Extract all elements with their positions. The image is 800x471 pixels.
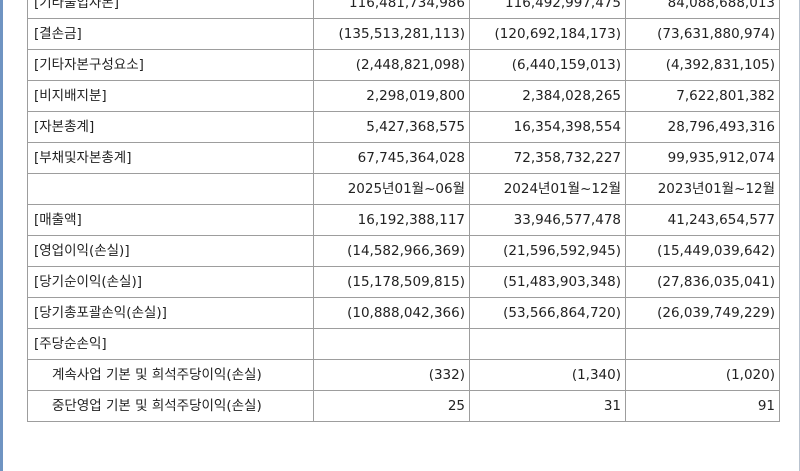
value-2025: 16,192,388,117 <box>313 204 470 236</box>
value-2024: (21,596,592,945) <box>469 235 626 267</box>
value-2025: (10,888,042,366) <box>313 297 470 329</box>
value-2023: (15,449,039,642) <box>625 235 780 267</box>
row-label <box>27 173 314 205</box>
table-row: [주당순손익] <box>27 328 780 360</box>
table-row: [영업이익(손실)] (14,582,966,369) (21,596,592,… <box>27 235 780 267</box>
value-2024: (53,566,864,720) <box>469 297 626 329</box>
table-row: [매출액] 16,192,388,117 33,946,577,478 41,2… <box>27 204 780 236</box>
value-2024: 72,358,732,227 <box>469 142 626 174</box>
row-label: [기타불입자본] <box>27 0 314 19</box>
period-2024: 2024년01월~12월 <box>469 173 626 205</box>
value-2024: 116,492,997,475 <box>469 0 626 19</box>
row-label: [매출액] <box>27 204 314 236</box>
value-2025: (2,448,821,098) <box>313 49 470 81</box>
table-row: [기타자본구성요소] (2,448,821,098) (6,440,159,01… <box>27 49 780 81</box>
row-label: [기타자본구성요소] <box>27 49 314 81</box>
row-label: 계속사업 기본 및 희석주당이익(손실) <box>27 359 314 391</box>
table-row: [자본총계] 5,427,368,575 16,354,398,554 28,7… <box>27 111 780 143</box>
value-2025: 116,481,734,986 <box>313 0 470 19</box>
value-2024 <box>469 328 626 360</box>
value-2024: 33,946,577,478 <box>469 204 626 236</box>
value-2024: (120,692,184,173) <box>469 18 626 50</box>
table-row: 중단영업 기본 및 희석주당이익(손실) 25 31 91 <box>27 390 780 422</box>
value-2023: 41,243,654,577 <box>625 204 780 236</box>
value-2025: 5,427,368,575 <box>313 111 470 143</box>
left-border-bar <box>0 0 3 471</box>
value-2023: (27,836,035,041) <box>625 266 780 298</box>
row-label: [비지배지분] <box>27 80 314 112</box>
value-2023: 7,622,801,382 <box>625 80 780 112</box>
value-2024: 31 <box>469 390 626 422</box>
row-label: [주당순손익] <box>27 328 314 360</box>
period-header-row: 2025년01월~06월 2024년01월~12월 2023년01월~12월 <box>27 173 780 205</box>
value-2023: (4,392,831,105) <box>625 49 780 81</box>
value-2025: 2,298,019,800 <box>313 80 470 112</box>
value-2025 <box>313 328 470 360</box>
value-2023: (73,631,880,974) <box>625 18 780 50</box>
row-label: [당기총포괄손익(손실)] <box>27 297 314 329</box>
row-label: [영업이익(손실)] <box>27 235 314 267</box>
value-2025: (332) <box>313 359 470 391</box>
value-2023: (1,020) <box>625 359 780 391</box>
value-2025: (135,513,281,113) <box>313 18 470 50</box>
value-2023: 91 <box>625 390 780 422</box>
table-row: [비지배지분] 2,298,019,800 2,384,028,265 7,62… <box>27 80 780 112</box>
row-label: [당기순이익(손실)] <box>27 266 314 298</box>
value-2023: (26,039,749,229) <box>625 297 780 329</box>
row-label: [자본총계] <box>27 111 314 143</box>
value-2024: 2,384,028,265 <box>469 80 626 112</box>
row-label: [결손금] <box>27 18 314 50</box>
value-2023 <box>625 328 780 360</box>
period-2025: 2025년01월~06월 <box>313 173 470 205</box>
value-2025: (15,178,509,815) <box>313 266 470 298</box>
value-2024: 16,354,398,554 <box>469 111 626 143</box>
value-2024: (51,483,903,348) <box>469 266 626 298</box>
row-label: [부채및자본총계] <box>27 142 314 174</box>
value-2023: 84,088,688,013 <box>625 0 780 19</box>
table-row: [당기순이익(손실)] (15,178,509,815) (51,483,903… <box>27 266 780 298</box>
table-row: [기타불입자본] 116,481,734,986 116,492,997,475… <box>27 0 780 19</box>
period-2023: 2023년01월~12월 <box>625 173 780 205</box>
value-2025: 25 <box>313 390 470 422</box>
table-row: 계속사업 기본 및 희석주당이익(손실) (332) (1,340) (1,02… <box>27 359 780 391</box>
table-row: [당기총포괄손익(손실)] (10,888,042,366) (53,566,8… <box>27 297 780 329</box>
table-row: [결손금] (135,513,281,113) (120,692,184,173… <box>27 18 780 50</box>
value-2025: 67,745,364,028 <box>313 142 470 174</box>
value-2025: (14,582,966,369) <box>313 235 470 267</box>
value-2023: 28,796,493,316 <box>625 111 780 143</box>
table-row: [부채및자본총계] 67,745,364,028 72,358,732,227 … <box>27 142 780 174</box>
row-label: 중단영업 기본 및 희석주당이익(손실) <box>27 390 314 422</box>
financial-summary-table: [기타불입자본] 116,481,734,986 116,492,997,475… <box>27 0 780 422</box>
value-2024: (1,340) <box>469 359 626 391</box>
value-2024: (6,440,159,013) <box>469 49 626 81</box>
value-2023: 99,935,912,074 <box>625 142 780 174</box>
